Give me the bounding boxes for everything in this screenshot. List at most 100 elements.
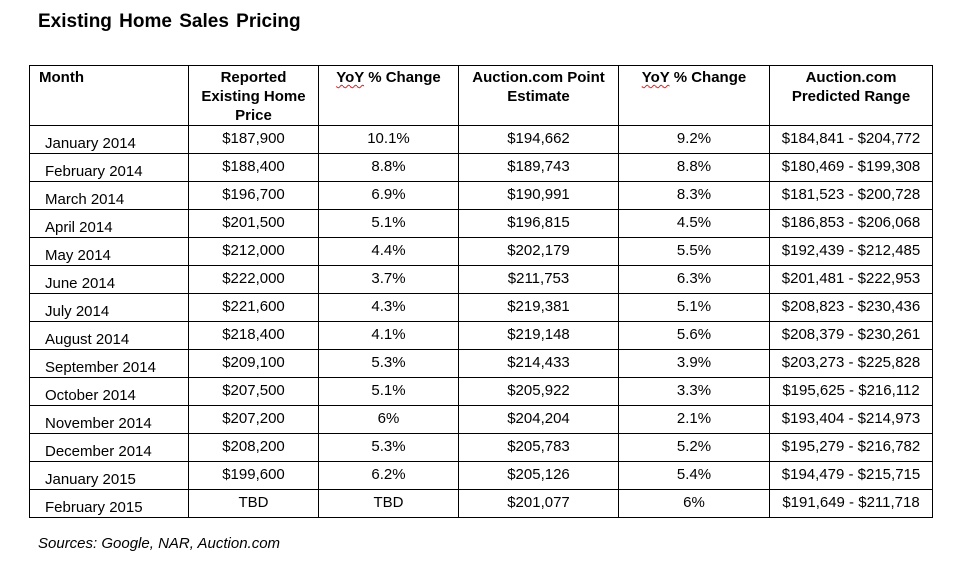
cell-yoy-change: 3.7% [318,265,459,294]
cell-point-estimate: $189,743 [458,153,619,182]
cell-predicted-range: $192,439 - $212,485 [769,237,933,266]
column-header-text: YoY [336,69,365,86]
cell-point-estimate: $205,922 [458,377,619,406]
cell-point-estimate: $204,204 [458,405,619,434]
cell-point-estimate: $202,179 [458,237,619,266]
cell-predicted-range: $201,481 - $222,953 [769,265,933,294]
cell-yoy-change-estimate: 5.2% [618,433,770,462]
column-header-text: % Change [669,69,747,86]
cell-yoy-change: 5.3% [318,433,459,462]
cell-reported-price: $199,600 [188,461,319,490]
cell-yoy-change: 6% [318,405,459,434]
table-row: November 2014 $207,200 6% $204,204 2.1% $193,… [29,405,933,434]
cell-month: June 2014 [29,265,189,294]
table-row: October 2014 $207,500 5.1% $205,922 3.3% $195… [29,377,933,406]
cell-yoy-change-estimate: 3.3% [618,377,770,406]
cell-predicted-range: $195,625 - $216,112 [769,377,933,406]
column-header-month: Month [29,65,189,126]
cell-predicted-range: $180,469 - $199,308 [769,153,933,182]
cell-yoy-change-estimate: 4.5% [618,209,770,238]
column-header-text: Auction.com Point Estimate [472,69,605,105]
cell-reported-price: $221,600 [188,293,319,322]
cell-yoy-change: 5.1% [318,209,459,238]
cell-point-estimate: $205,783 [458,433,619,462]
table-row: September 2014 $209,100 5.3% $214,433 3.9% $2… [29,349,933,378]
table-row: February 2015 TBD TBD $201,077 6% $191,649 - … [29,489,933,518]
cell-reported-price: $208,200 [188,433,319,462]
cell-point-estimate: $190,991 [458,181,619,210]
table-row: July 2014 $221,600 4.3% $219,381 5.1% $208,82… [29,293,933,322]
cell-yoy-change-estimate: 6.3% [618,265,770,294]
cell-month: February 2015 [29,489,189,518]
home-sales-pricing-table: Month Reported Existing Home Price YoY %… [29,65,933,518]
cell-predicted-range: $184,841 - $204,772 [769,125,933,154]
cell-month: July 2014 [29,293,189,322]
cell-predicted-range: $203,273 - $225,828 [769,349,933,378]
cell-yoy-change-estimate: 8.8% [618,153,770,182]
cell-yoy-change: 4.3% [318,293,459,322]
cell-yoy-change-estimate: 2.1% [618,405,770,434]
cell-point-estimate: $201,077 [458,489,619,518]
cell-reported-price: $188,400 [188,153,319,182]
column-header-yoy-change: YoY % Change [318,65,459,126]
column-header-point-estimate: Auction.com Point Estimate [458,65,619,126]
table-header-row: Month Reported Existing Home Price YoY %… [29,65,933,126]
cell-reported-price: $187,900 [188,125,319,154]
cell-month: October 2014 [29,377,189,406]
table-row: August 2014 $218,400 4.1% $219,148 5.6% $208,… [29,321,933,350]
cell-yoy-change-estimate: 6% [618,489,770,518]
cell-point-estimate: $219,381 [458,293,619,322]
cell-month: January 2015 [29,461,189,490]
cell-month: May 2014 [29,237,189,266]
column-header-text: Auction.com Predicted Range [791,69,911,105]
cell-yoy-change-estimate: 5.6% [618,321,770,350]
cell-predicted-range: $208,379 - $230,261 [769,321,933,350]
cell-month: August 2014 [29,321,189,350]
cell-predicted-range: $194,479 - $215,715 [769,461,933,490]
column-header-text: Month [39,69,84,86]
cell-yoy-change: TBD [318,489,459,518]
cell-yoy-change-estimate: 9.2% [618,125,770,154]
cell-reported-price: $201,500 [188,209,319,238]
cell-yoy-change: 8.8% [318,153,459,182]
cell-point-estimate: $194,662 [458,125,619,154]
cell-month: September 2014 [29,349,189,378]
table-row: May 2014 $212,000 4.4% $202,179 5.5% $192,439… [29,237,933,266]
cell-month: February 2014 [29,153,189,182]
cell-predicted-range: $208,823 - $230,436 [769,293,933,322]
cell-yoy-change: 10.1% [318,125,459,154]
column-header-predicted-range: Auction.com Predicted Range [769,65,933,126]
cell-reported-price: $218,400 [188,321,319,350]
cell-reported-price: $207,500 [188,377,319,406]
table-row: June 2014 $222,000 3.7% $211,753 6.3% $201,48… [29,265,933,294]
cell-reported-price: $196,700 [188,181,319,210]
cell-predicted-range: $193,404 - $214,973 [769,405,933,434]
cell-point-estimate: $214,433 [458,349,619,378]
cell-predicted-range: $195,279 - $216,782 [769,433,933,462]
table-body: January 2014 $187,900 10.1% $194,662 9.2% $18… [29,125,933,518]
cell-predicted-range: $186,853 - $206,068 [769,209,933,238]
column-header-text: % Change [364,69,441,86]
column-header-reported-price: Reported Existing Home Price [188,65,319,126]
cell-yoy-change-estimate: 8.3% [618,181,770,210]
column-header-text: YoY [641,69,670,86]
table-row: January 2014 $187,900 10.1% $194,662 9.2% $18… [29,125,933,154]
cell-point-estimate: $211,753 [458,265,619,294]
table-row: April 2014 $201,500 5.1% $196,815 4.5% $186,8… [29,209,933,238]
column-header-yoy-change-estimate: YoY % Change [618,65,770,126]
cell-yoy-change-estimate: 5.5% [618,237,770,266]
cell-reported-price: $209,100 [188,349,319,378]
cell-month: December 2014 [29,433,189,462]
cell-yoy-change: 4.1% [318,321,459,350]
cell-reported-price: TBD [188,489,319,518]
cell-reported-price: $207,200 [188,405,319,434]
cell-yoy-change: 6.2% [318,461,459,490]
cell-month: March 2014 [29,181,189,210]
cell-predicted-range: $181,523 - $200,728 [769,181,933,210]
table-row: March 2014 $196,700 6.9% $190,991 8.3% $181,5… [29,181,933,210]
table-row: December 2014 $208,200 5.3% $205,783 5.2% $19… [29,433,933,462]
table-row: January 2015 $199,600 6.2% $205,126 5.4% $194… [29,461,933,490]
page-title: Existing Home Sales Pricing [38,11,301,32]
cell-month: November 2014 [29,405,189,434]
cell-reported-price: $212,000 [188,237,319,266]
